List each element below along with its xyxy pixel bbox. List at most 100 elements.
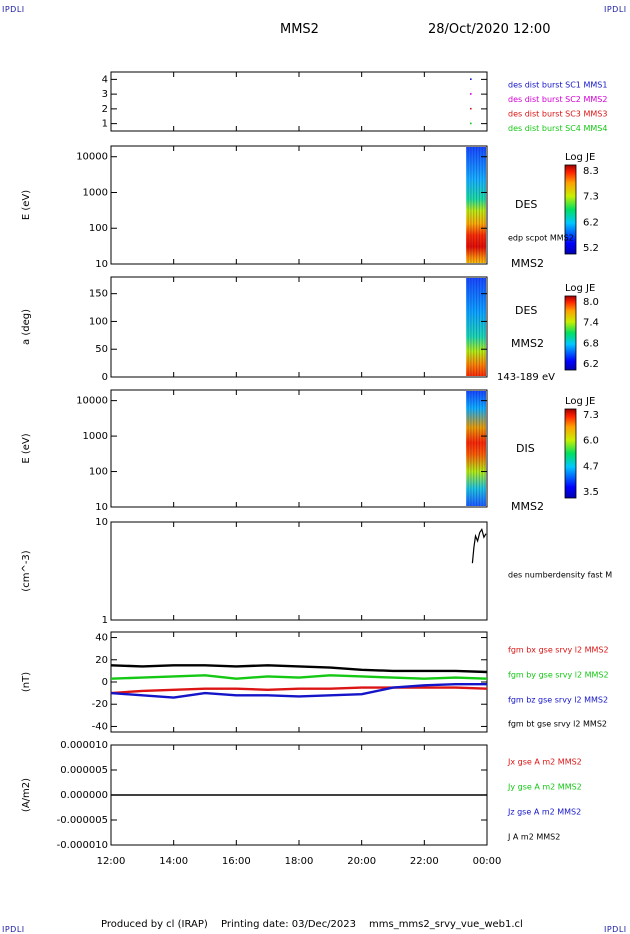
burst-legend-1: des dist burst SC1 MMS1 [508,81,607,90]
field-line-3 [110,683,487,699]
panel-2-spectrogram [466,147,486,263]
panel-1-ytick-label-2: 3 [102,89,108,100]
panel-3-colorbar [564,295,577,371]
panel-2-colorbar-title: Log JE [565,152,595,163]
burst-marker-4 [470,122,472,125]
panel-4-colorbar-tick-3: 3.5 [583,487,599,498]
panel-3-ytick-label-3: 150 [89,289,108,300]
panel-2-spacecraft-label: MMS2 [511,257,544,270]
panel-4-colorbar-tick-2: 4.7 [583,461,599,472]
field-legend-1: fgm bx gse srvy l2 MMS2 [508,646,609,655]
density-line [471,527,487,564]
xaxis-tick-label-5: 22:00 [410,856,439,867]
panel-4-spacecraft-label: MMS2 [511,500,544,513]
panel-3-species-label: DES [515,304,537,317]
burst-marker-3 [470,107,472,110]
density-legend: des numberdensity fast M [508,571,612,580]
xaxis-tick-label-6: 00:00 [473,856,502,867]
panel-2-ytick-label-1: 100 [89,223,108,234]
panel-6-ytick-label-4: -40 [92,721,108,732]
panel-5-ytick-label-0: 1 [102,615,108,626]
footer-filename: mms_mms2_srvy_vue_web1.cl [369,919,523,930]
field-legend-2: fgm by gse srvy l2 MMS2 [508,671,609,680]
panel-6-ylabel: (nT) [21,672,32,692]
panel-1-ytick-label-3: 4 [102,74,108,85]
field-line-4 [110,664,488,674]
panel-2-scpot-label: edp scpot MMS2 [508,234,574,243]
panel-6-ytick-label-0: 40 [95,633,108,644]
panel-4-colorbar-tick-1: 6.0 [583,436,599,447]
panel-4-spectrogram [466,391,486,506]
panel-2-colorbar-tick-2: 6.2 [583,217,599,228]
panel-3-energy-range-label: 143-189 eV [497,372,555,383]
panel-1-ytick-label-0: 1 [102,119,108,130]
datetime-title: 28/Oct/2020 12:00 [428,22,551,37]
panel-3-spacecraft-label: MMS2 [511,337,544,350]
panel-2-colorbar-tick-0: 8.3 [583,166,599,177]
panel-3-colorbar-title: Log JE [565,283,595,294]
xaxis-tick-label-2: 16:00 [222,856,251,867]
panel-4-ytick-label-2: 1000 [83,431,108,442]
xaxis-tick-label-0: 12:00 [97,856,126,867]
current-legend-3: Jz gse A m2 MMS2 [507,808,581,817]
panel-3-ytick-label-2: 100 [89,316,108,327]
panel-4-species-label: DIS [516,442,535,455]
panel-4-ytick-label-3: 10000 [76,396,108,407]
panel-1-frame [110,71,488,132]
panel-4-ytick-label-1: 100 [89,467,108,478]
panel-5-ylabel: (cm^-3) [21,550,32,591]
field-line-1 [110,686,488,695]
panel-3-colorbar-tick-2: 6.8 [583,338,599,349]
panel-6-ytick-label-2: 0 [102,677,108,688]
panel-4-colorbar-tick-0: 7.3 [583,410,599,421]
burst-marker-1 [470,78,472,80]
panel-6-ytick-label-1: 20 [95,655,108,666]
footer-producer: Produced by cl (IRAP) [101,919,208,930]
burst-legend-3: des dist burst SC3 MMS3 [508,110,607,119]
xaxis-tick-label-1: 14:00 [159,856,188,867]
panel-3-ylabel: a (deg) [21,309,32,345]
panel-3-colorbar-tick-3: 6.2 [583,359,599,370]
panel-3-ytick-label-1: 50 [95,344,108,355]
panel-2-species-label: DES [515,198,537,211]
panel-6-ytick-label-3: -20 [92,699,108,710]
panel-7-ytick-label-2: 0.000000 [60,790,108,801]
panel-3-spectrogram [466,278,486,376]
panel-3-ytick-label-0: 0 [102,372,108,383]
panel-7-ytick-label-3: -0.000005 [57,815,108,826]
panel-7-ytick-label-1: 0.000005 [60,765,108,776]
panel-5-frame [110,521,488,621]
panel-2-colorbar [564,164,577,255]
panel-2-frame [110,145,488,265]
xaxis-tick-label-4: 20:00 [347,856,376,867]
burst-legend-2: des dist burst SC2 MMS2 [508,95,607,104]
corner-label-top-right: IPDLI [604,5,627,14]
panel-7-ytick-label-4: -0.000010 [57,840,108,851]
burst-legend-4: des dist burst SC4 MMS4 [508,124,607,133]
corner-label-bottom-left: IPDLI [2,925,25,934]
field-legend-3: fgm bz gse srvy l2 MMS2 [508,696,608,705]
panel-4-frame [110,389,488,508]
current-legend-1: Jx gse A m2 MMS2 [507,758,582,767]
panel-3-frame [110,276,488,378]
current-legend-4: J A m2 MMS2 [507,833,560,842]
corner-label-top-left: IPDLI [2,5,25,14]
panel-3-colorbar-tick-0: 8.0 [583,297,599,308]
panel-2-ytick-label-2: 1000 [83,187,108,198]
panel-4-ylabel: E (eV) [21,433,32,463]
panel-4-colorbar-title: Log JE [565,396,595,407]
panel-2-colorbar-tick-1: 7.3 [583,192,599,203]
spacecraft-title: MMS2 [280,22,319,37]
panel-4-colorbar [564,408,577,499]
panel-2-ylabel: E (eV) [21,190,32,220]
panel-6-frame [110,631,488,733]
panel-4-ytick-label-0: 10 [95,502,108,513]
field-line-2 [110,674,488,680]
footer-printing-date: Printing date: 03/Dec/2023 [221,919,357,930]
panel-3-colorbar-tick-1: 7.4 [583,318,599,329]
panel-2-ytick-label-0: 10 [95,259,108,270]
panel-2-colorbar-tick-3: 5.2 [583,243,599,254]
panel-2-ytick-label-3: 10000 [76,152,108,163]
panel-7-ylabel: (A/m2) [21,778,32,812]
